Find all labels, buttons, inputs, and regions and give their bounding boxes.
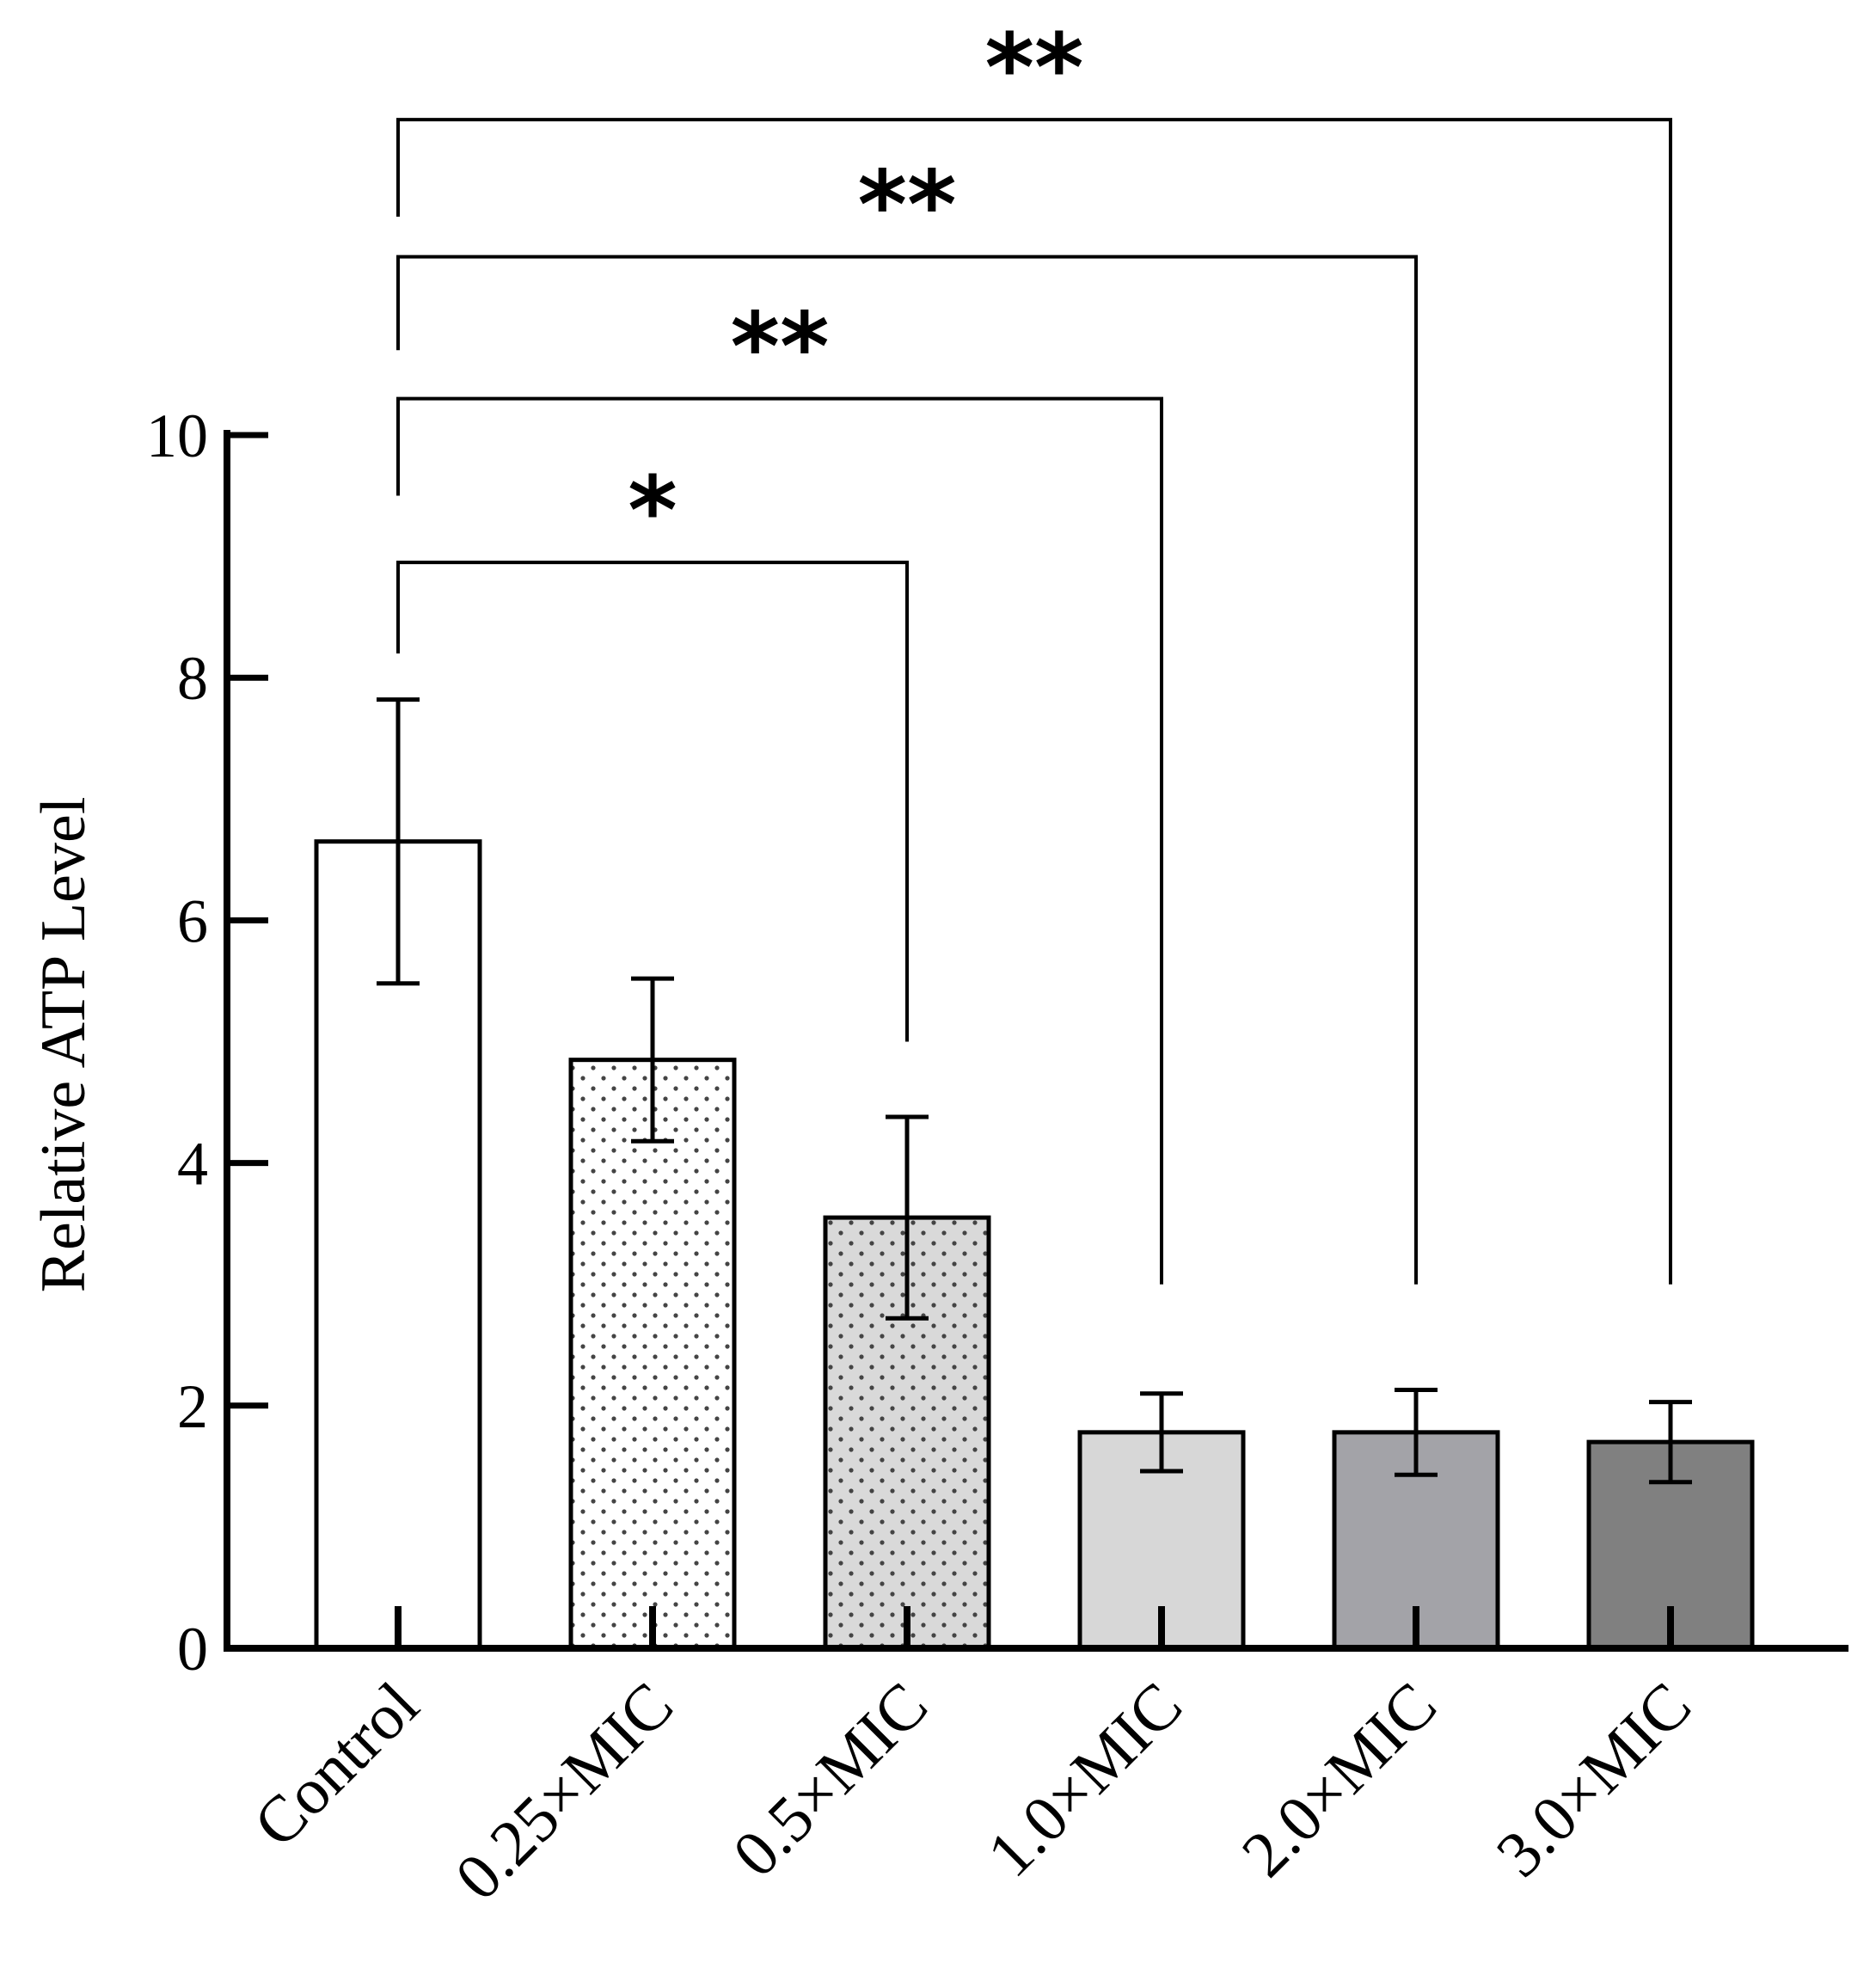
significance-bracket-4 <box>396 118 1672 1285</box>
bars-group <box>314 839 1755 1651</box>
y-ticks-group: 0 2 4 6 8 10 <box>146 402 268 1684</box>
x-category-label-5: 2.0×MIC <box>1229 1669 1450 1891</box>
significance-bracket-3 <box>396 255 1418 1285</box>
y-tick-label-4: 4 <box>177 1130 208 1199</box>
x-category-label-4: 1.0×MIC <box>974 1669 1196 1891</box>
y-axis-title: Relative ATP Level <box>28 797 99 1293</box>
y-tick-label-10: 10 <box>146 402 208 470</box>
y-tick-label-2: 2 <box>177 1372 208 1441</box>
error-bars-group <box>377 697 1692 1485</box>
significance-bracket-2 <box>396 396 1163 1285</box>
y-tick-label-0: 0 <box>177 1615 208 1684</box>
x-category-label-2: 0.25×MIC <box>442 1669 687 1914</box>
significance-label-3: ** <box>857 150 956 261</box>
x-category-label-3: 0.5×MIC <box>720 1669 941 1891</box>
y-tick-label-6: 6 <box>177 886 208 955</box>
x-ticks-group: Control 0.25×MIC 0.5×MIC 1.0×MIC 2.0×MIC 3.0×… <box>240 1606 1705 1914</box>
significance-label-4: ** <box>984 13 1083 123</box>
x-category-label-6: 3.0×MIC <box>1483 1669 1705 1891</box>
significance-label-2: ** <box>730 292 829 402</box>
x-category-label-1: Control <box>240 1669 432 1862</box>
significance-label-1: * <box>628 456 677 566</box>
bar-2 <box>568 1058 737 1651</box>
significance-bracket-1 <box>396 561 909 1042</box>
y-tick-label-8: 8 <box>177 644 208 713</box>
significance-brackets-group: ******* <box>396 13 1672 1285</box>
